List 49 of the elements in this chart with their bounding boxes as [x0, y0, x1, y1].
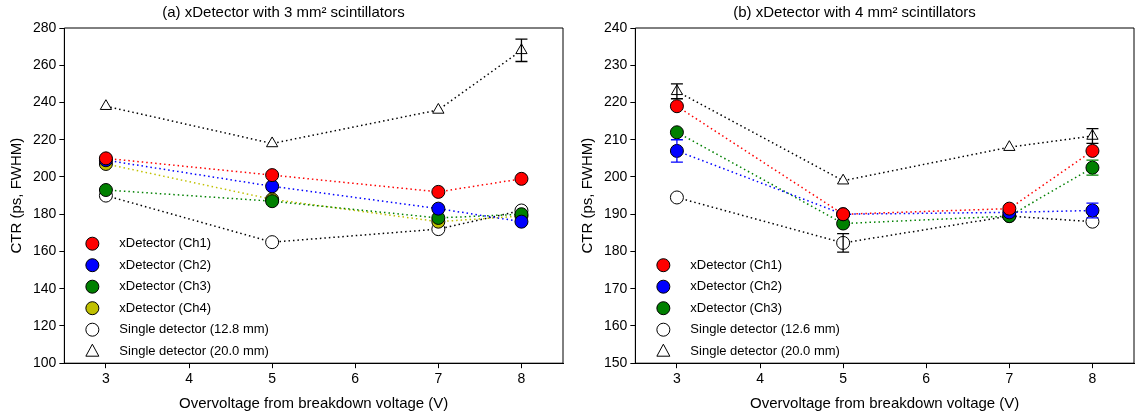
y-axis-title: CTR (ps, FWHM)	[578, 137, 596, 254]
y-tick-label: 160	[33, 242, 57, 259]
legend-label: Single detector (12.6 mm)	[690, 321, 840, 337]
y-tick-label: 140	[33, 279, 57, 296]
legend-label: Single detector (20.0 mm)	[690, 342, 840, 358]
y-tick-label: 200	[604, 167, 628, 184]
x-tick-label: 8	[517, 370, 526, 387]
y-tick-label: 180	[604, 242, 628, 259]
y-tick-label: 280	[33, 18, 57, 35]
x-tick-label: 7	[434, 370, 443, 387]
legend-label: xDetector (Ch2)	[690, 278, 783, 294]
y-tick-label: 220	[604, 93, 628, 110]
x-tick-label: 4	[185, 370, 194, 387]
y-tick-label: 220	[33, 130, 57, 147]
y-tick-label: 260	[33, 56, 57, 73]
legend-label: xDetector (Ch1)	[690, 256, 783, 272]
chart-title: (a) xDetector with 3 mm² scintillators	[162, 3, 405, 21]
y-tick-label: 150	[604, 354, 628, 371]
legend-label: xDetector (Ch3)	[690, 299, 783, 315]
legend-label: Single detector (12.8 mm)	[119, 321, 269, 337]
x-tick-label: 5	[268, 370, 277, 387]
legend-label: xDetector (Ch1)	[119, 235, 212, 251]
y-tick-label: 230	[604, 56, 628, 73]
y-axis-title: CTR (ps, FWHM)	[7, 137, 25, 254]
legend-label: xDetector (Ch4)	[119, 299, 212, 315]
y-tick-label: 210	[604, 130, 628, 147]
x-tick-label: 8	[1088, 370, 1097, 387]
y-tick-label: 190	[604, 205, 628, 222]
y-tick-label: 200	[33, 167, 57, 184]
x-axis-title: Overvoltage from breakdown voltage (V)	[750, 394, 1020, 412]
y-tick-label: 160	[604, 316, 628, 333]
legend-label: xDetector (Ch2)	[119, 256, 212, 272]
x-axis-title: Overvoltage from breakdown voltage (V)	[179, 394, 449, 412]
y-tick-label: 100	[33, 354, 57, 371]
x-tick-label: 4	[756, 370, 765, 387]
y-tick-label: 120	[33, 316, 57, 333]
x-tick-label: 3	[673, 370, 682, 387]
x-tick-label: 6	[351, 370, 360, 387]
x-tick-label: 6	[922, 370, 931, 387]
y-tick-label: 180	[33, 205, 57, 222]
legend-label: xDetector (Ch3)	[119, 278, 212, 294]
x-tick-label: 7	[1005, 370, 1014, 387]
legend-label: Single detector (20.0 mm)	[119, 342, 269, 358]
x-tick-label: 5	[839, 370, 848, 387]
y-tick-label: 240	[33, 93, 57, 110]
y-tick-label: 170	[604, 279, 628, 296]
x-tick-label: 3	[102, 370, 111, 387]
y-tick-label: 240	[604, 18, 628, 35]
chart-title: (b) xDetector with 4 mm² scintillators	[733, 3, 976, 21]
